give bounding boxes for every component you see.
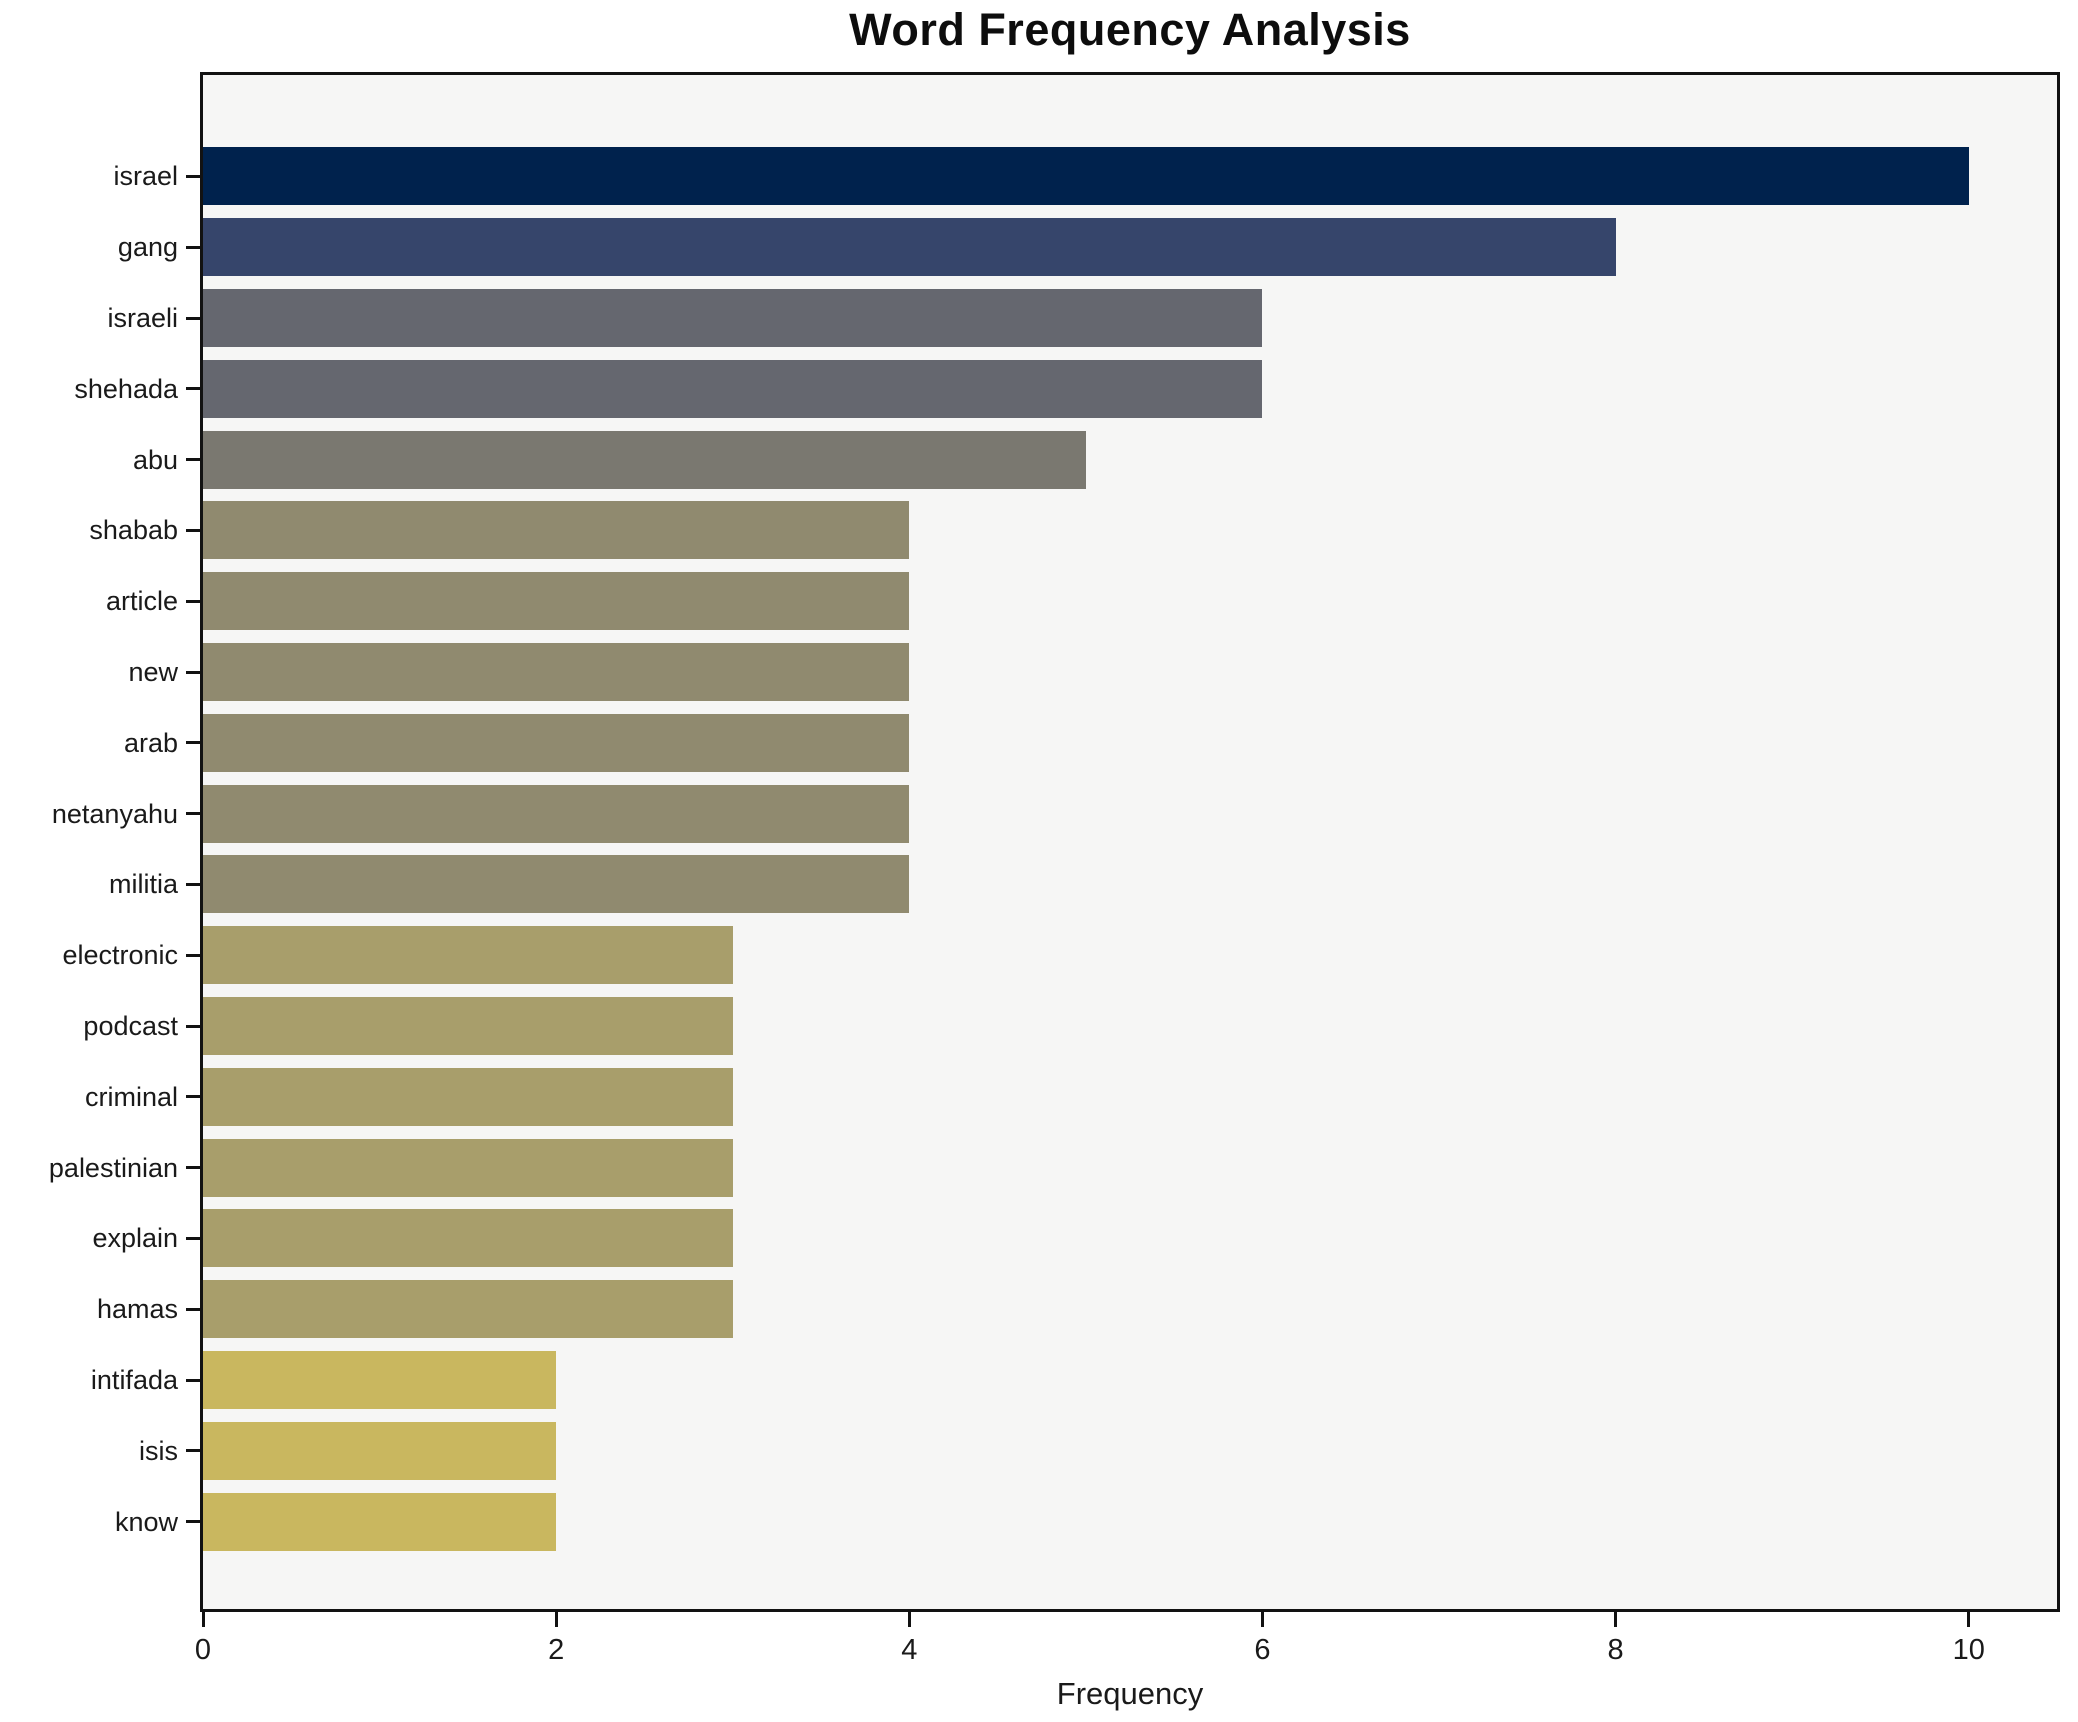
x-tick-mark	[907, 1612, 911, 1627]
y-tick-label-israeli: israeli	[107, 303, 178, 333]
y-tick-mark	[186, 1378, 200, 1382]
x-tick-mark	[554, 1612, 558, 1627]
bar-gang	[203, 218, 1616, 277]
bar-shabab	[203, 501, 910, 560]
y-tick-mark	[186, 812, 200, 816]
x-tick-mark	[201, 1612, 205, 1627]
y-tick-label-palestinian: palestinian	[48, 1152, 178, 1183]
bar-abu	[203, 430, 1086, 489]
y-tick-label-criminal: criminal	[84, 1081, 178, 1112]
x-tick-mark	[1614, 1612, 1618, 1627]
bar-know	[203, 1492, 557, 1551]
plot-area	[200, 72, 2060, 1612]
y-tick-label-israel: israel	[113, 161, 178, 192]
y-tick-mark	[186, 1166, 200, 1170]
y-tick-label-article: article	[105, 586, 178, 617]
y-tick-mark	[186, 1449, 200, 1453]
bar-podcast	[203, 997, 733, 1055]
x-tick-label-4: 4	[901, 1634, 918, 1666]
bar-article	[203, 572, 910, 631]
bar-arab	[203, 713, 910, 772]
y-tick-mark	[186, 245, 200, 249]
bar-shehada	[203, 359, 1263, 418]
y-tick-mark	[186, 741, 200, 745]
y-tick-label-new: new	[128, 657, 178, 687]
y-tick-mark	[186, 458, 200, 462]
y-tick-label-podcast: podcast	[83, 1011, 178, 1041]
y-tick-label-militia: militia	[108, 869, 178, 900]
y-tick-mark	[186, 174, 200, 178]
x-axis-label: Frequency	[1056, 1676, 1204, 1711]
y-tick-label-intifada: intifada	[90, 1365, 178, 1395]
y-tick-label-shehada: shehada	[74, 373, 178, 404]
x-tick-mark	[1967, 1612, 1971, 1627]
chart-title: Word Frequency Analysis	[849, 4, 1411, 55]
bar-new	[203, 643, 910, 701]
y-tick-mark	[186, 882, 200, 886]
bar-hamas	[203, 1280, 733, 1339]
x-tick-label-0: 0	[194, 1634, 212, 1666]
y-tick-mark	[186, 670, 200, 674]
bar-palestinian	[203, 1138, 733, 1197]
bar-intifada	[203, 1351, 557, 1409]
y-tick-mark	[186, 528, 200, 532]
y-tick-mark	[186, 1024, 200, 1028]
y-tick-label-abu: abu	[132, 444, 178, 475]
y-tick-label-explain: explain	[92, 1223, 178, 1254]
bar-isis	[203, 1421, 557, 1480]
y-tick-label-know: know	[114, 1506, 178, 1537]
x-tick-mark	[1260, 1612, 1264, 1627]
bar-israeli	[203, 289, 1263, 347]
y-tick-mark	[186, 1520, 200, 1524]
x-tick-label-10: 10	[1952, 1634, 1985, 1666]
y-tick-label-hamas: hamas	[96, 1294, 178, 1325]
y-tick-label-shabab: shabab	[89, 515, 178, 546]
x-tick-label-8: 8	[1607, 1634, 1624, 1666]
y-tick-label-electronic: electronic	[62, 940, 178, 971]
y-tick-label-arab: arab	[123, 727, 178, 758]
y-tick-mark	[186, 1236, 200, 1240]
bar-netanyahu	[203, 784, 910, 843]
y-tick-label-isis: isis	[139, 1435, 178, 1466]
bar-israel	[203, 147, 1969, 206]
bar-explain	[203, 1209, 733, 1268]
y-tick-mark	[186, 387, 200, 391]
y-tick-mark	[186, 953, 200, 957]
y-tick-mark	[186, 599, 200, 603]
y-tick-mark	[186, 1307, 200, 1311]
x-tick-label-6: 6	[1254, 1634, 1271, 1666]
bar-electronic	[203, 926, 733, 985]
y-tick-label-gang: gang	[117, 232, 178, 263]
y-tick-mark	[186, 1095, 200, 1099]
x-tick-label-2: 2	[548, 1634, 565, 1666]
y-tick-mark	[186, 316, 200, 320]
bar-militia	[203, 855, 910, 914]
y-tick-label-netanyahu: netanyahu	[51, 798, 178, 829]
bar-criminal	[203, 1067, 733, 1126]
